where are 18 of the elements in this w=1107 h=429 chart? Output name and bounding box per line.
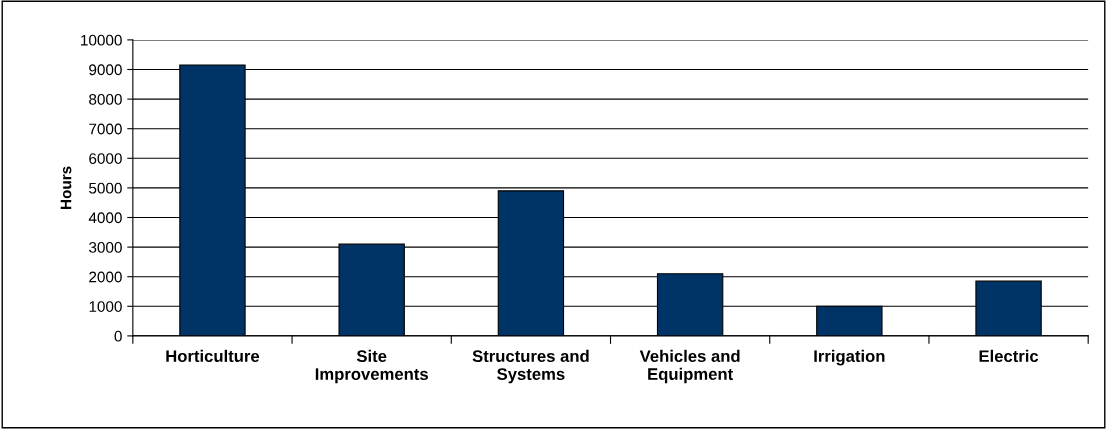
y-axis-title: Hours	[60, 166, 72, 209]
y-tick-label: 0	[114, 330, 122, 342]
x-tick-label: Vehicles and Equipment	[639, 349, 740, 384]
y-tick-label: 2000	[89, 271, 122, 283]
x-tick-label: Site Improvements	[315, 349, 428, 384]
x-tick-label: Irrigation	[814, 349, 885, 366]
y-tick-label: 5000	[89, 182, 122, 194]
x-tick-label: Electric	[979, 349, 1039, 363]
y-tick-label: 10000	[81, 34, 122, 46]
y-tick-label: 6000	[89, 153, 122, 164]
x-tick-label: Horticulture	[166, 349, 260, 363]
x-tick-label: Structures and Systems	[472, 349, 589, 384]
y-tick-label: 9000	[89, 64, 122, 76]
y-tick-label: 7000	[89, 123, 122, 135]
y-tick-label: 4000	[88, 212, 122, 224]
y-tick-label: 8000	[89, 93, 122, 105]
y-tick-label: 1000	[89, 301, 122, 312]
y-tick-label: 3000	[89, 241, 122, 253]
